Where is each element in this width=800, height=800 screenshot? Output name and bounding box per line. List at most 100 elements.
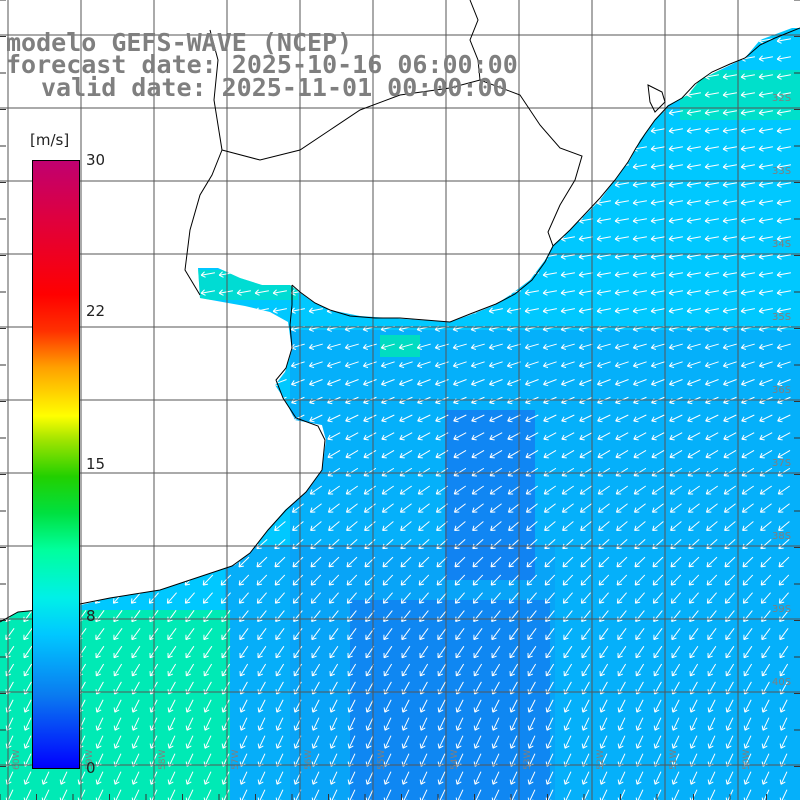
wind-arrow — [669, 503, 682, 513]
wind-arrow — [110, 181, 125, 188]
wind-arrow — [722, 289, 737, 296]
wind-arrow — [687, 432, 701, 441]
wind-arrow — [617, 717, 626, 731]
wind-arrow — [706, 521, 718, 531]
wind-arrow — [669, 414, 683, 423]
wind-arrow — [167, 628, 177, 641]
wind-arrow — [129, 485, 143, 495]
wind-arrow — [326, 361, 341, 369]
wind-arrow — [2, 289, 17, 296]
wind-arrow — [525, 450, 539, 459]
wind-arrow — [759, 485, 773, 495]
wind-arrow — [524, 253, 539, 260]
wind-arrow — [653, 645, 663, 659]
wind-arrow — [580, 556, 592, 568]
wind-arrow — [560, 73, 575, 80]
wind-arrow — [347, 771, 356, 785]
wind-arrow — [524, 217, 539, 224]
wind-arrow — [722, 181, 737, 188]
wind-arrow — [416, 199, 431, 206]
wind-arrow — [164, 109, 179, 116]
wind-arrow — [560, 55, 575, 62]
wind-arrow — [326, 163, 341, 170]
wind-arrow — [434, 235, 449, 242]
wind-arrow — [257, 645, 267, 659]
wind-arrow — [308, 199, 323, 206]
wind-arrow — [488, 199, 503, 206]
wind-arrow — [525, 414, 539, 423]
lon-label: 55W — [377, 750, 387, 770]
wind-arrow — [398, 109, 413, 116]
wind-arrow — [237, 432, 251, 441]
wind-arrow — [671, 628, 681, 641]
wind-arrow — [237, 396, 251, 405]
wind-arrow — [308, 127, 323, 134]
wind-arrow — [218, 307, 233, 314]
wind-arrow — [562, 521, 574, 531]
wind-arrow — [488, 271, 503, 278]
wind-arrow — [182, 163, 197, 170]
wind-arrow — [490, 592, 501, 604]
wind-arrow — [38, 109, 53, 116]
wind-arrow — [417, 450, 431, 459]
wind-arrow — [653, 771, 662, 785]
wind-arrow — [128, 181, 143, 188]
wind-arrow — [651, 414, 665, 423]
wind-arrow — [758, 91, 773, 98]
wind-arrow — [686, 109, 701, 116]
wind-arrow — [254, 289, 269, 296]
wind-arrow — [2, 127, 17, 134]
wind-arrow — [526, 592, 537, 604]
wind-arrow — [651, 485, 665, 495]
wind-arrow — [724, 556, 736, 568]
wind-arrow — [113, 628, 123, 641]
wind-arrow — [93, 379, 107, 387]
lon-label: 58W — [158, 750, 168, 770]
wind-arrow — [257, 771, 266, 785]
wind-arrow — [308, 235, 323, 242]
wind-arrow — [95, 699, 104, 713]
wind-arrow — [560, 289, 575, 296]
wind-arrow — [581, 699, 590, 713]
wind-arrow — [758, 361, 773, 369]
wind-arrow — [472, 521, 484, 531]
colorbar-tick-30: 30 — [86, 151, 106, 169]
wind-arrow — [453, 503, 466, 513]
wind-arrow — [382, 574, 394, 586]
wind-arrow — [452, 145, 467, 152]
wind-arrow — [398, 307, 413, 314]
wind-arrow — [470, 271, 485, 278]
wind-arrow — [110, 145, 125, 152]
wind-arrow — [543, 450, 557, 459]
wind-arrow — [182, 289, 197, 296]
wind-arrow — [362, 181, 377, 188]
wind-arrow — [236, 361, 251, 369]
wind-arrow — [380, 343, 395, 350]
wind-arrow — [524, 307, 539, 314]
wind-arrow — [434, 217, 449, 224]
wind-arrow — [707, 735, 716, 749]
wind-arrow — [509, 735, 518, 749]
wind-arrow — [668, 289, 683, 296]
wind-arrow — [164, 343, 179, 350]
wind-arrow — [473, 735, 482, 749]
wind-arrow — [635, 699, 644, 713]
wind-arrow — [488, 127, 503, 134]
wind-arrow — [599, 645, 609, 659]
wind-arrow — [308, 253, 323, 260]
wind-arrow — [508, 556, 520, 568]
wind-arrow — [220, 574, 232, 586]
wind-arrow — [704, 307, 719, 314]
wind-arrow — [758, 109, 773, 116]
wind-arrow — [724, 521, 736, 531]
wind-arrow — [723, 432, 737, 441]
wind-arrow — [707, 699, 716, 713]
wind-arrow — [489, 485, 503, 495]
wind-arrow — [596, 181, 611, 188]
lat-label: 35S — [772, 312, 791, 323]
wind-arrow — [578, 37, 593, 44]
wind-arrow — [704, 91, 719, 98]
wind-arrow — [689, 717, 698, 731]
wind-arrow — [380, 127, 395, 134]
